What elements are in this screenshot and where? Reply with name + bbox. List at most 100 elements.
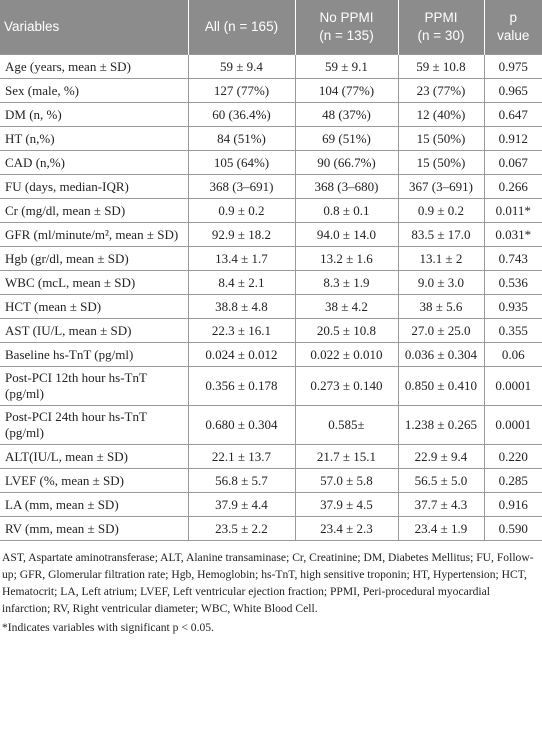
table-cell: 8.4 ± 2.1 bbox=[187, 270, 296, 295]
table-cell: 90 (66.7%) bbox=[294, 150, 399, 175]
table-cell: 104 (77%) bbox=[294, 78, 399, 103]
table-cell: 1.238 ± 0.265 bbox=[397, 405, 485, 445]
table-cell: 0.965 bbox=[483, 78, 542, 103]
table-row: AST (IU/L, mean ± SD) 22.3 ± 16.1 20.5 ± 1… bbox=[0, 318, 542, 343]
table-cell: 0.9 ± 0.2 bbox=[187, 198, 296, 223]
table-body: Age (years, mean ± SD) 59 ± 9.4 59 ± 9.1 59… bbox=[0, 54, 542, 541]
row-label: Sex (male, %) bbox=[0, 78, 189, 103]
table-cell: 92.9 ± 18.2 bbox=[187, 222, 296, 247]
table-row: DM (n, %) 60 (36.4%) 48 (37%) 12 (40%) 0.647 bbox=[0, 102, 542, 127]
table-cell: 27.0 ± 25.0 bbox=[397, 318, 485, 343]
table-cell: 0.680 ± 0.304 bbox=[187, 405, 296, 445]
table-cell: 22.9 ± 9.4 bbox=[397, 444, 485, 469]
table-cell: 59 ± 10.8 bbox=[397, 54, 485, 79]
table-cell: 94.0 ± 14.0 bbox=[294, 222, 399, 247]
table-cell: 38 ± 5.6 bbox=[397, 294, 485, 319]
table-cell: 0.022 ± 0.010 bbox=[294, 342, 399, 367]
footnote: AST, Aspartate aminotransferase; ALT, Al… bbox=[2, 551, 534, 615]
row-label: Hgb (gr/dl, mean ± SD) bbox=[0, 246, 189, 271]
header-cell: p value bbox=[483, 0, 542, 55]
header-text: value bbox=[497, 28, 530, 43]
row-label: LVEF (%, mean ± SD) bbox=[0, 468, 189, 493]
table-row: Age (years, mean ± SD) 59 ± 9.4 59 ± 9.1 59… bbox=[0, 54, 542, 79]
table-cell: 13.2 ± 1.6 bbox=[294, 246, 399, 271]
table-cell: 0.536 bbox=[483, 270, 542, 295]
table-row: RV (mm, mean ± SD) 23.5 ± 2.2 23.4 ± 2.3 23… bbox=[0, 516, 542, 541]
table-row: GFR (ml/minute/m², mean ± SD) 92.9 ± 18.2… bbox=[0, 222, 542, 247]
header-cell: No PPMI (n = 135) bbox=[294, 0, 398, 55]
row-label: Post-PCI 12th hour hs-TnT (pg/ml) bbox=[0, 366, 189, 406]
header-cell: Variables bbox=[0, 0, 188, 55]
table-cell: 0.011* bbox=[483, 198, 542, 223]
table-cell: 0.850 ± 0.410 bbox=[397, 366, 485, 406]
table-cell: 60 (36.4%) bbox=[187, 102, 296, 127]
table-row: HCT (mean ± SD) 38.8 ± 4.8 38 ± 4.2 38 ± 5.… bbox=[0, 294, 542, 319]
table-cell: 59 ± 9.1 bbox=[294, 54, 399, 79]
table-cell: 0.036 ± 0.304 bbox=[397, 342, 485, 367]
footnote: *Indicates variables with significant p … bbox=[2, 621, 214, 634]
row-label: Age (years, mean ± SD) bbox=[0, 54, 189, 79]
row-label: HT (n,%) bbox=[0, 126, 189, 151]
table-cell: 21.7 ± 15.1 bbox=[294, 444, 399, 469]
header-text: All (n = 165) bbox=[204, 19, 279, 34]
row-label: ALT(IU/L, mean ± SD) bbox=[0, 444, 189, 469]
table-row: Baseline hs-TnT (pg/ml) 0.024 ± 0.012 0.02… bbox=[0, 342, 542, 367]
table-cell: 368 (3–680) bbox=[294, 174, 399, 199]
footnotes: AST, Aspartate aminotransferase; ALT, Al… bbox=[0, 541, 542, 636]
table-cell: 48 (37%) bbox=[294, 102, 399, 127]
table-cell: 8.3 ± 1.9 bbox=[294, 270, 399, 295]
row-label: Baseline hs-TnT (pg/ml) bbox=[0, 342, 189, 367]
table-cell: 0.06 bbox=[483, 342, 542, 367]
table-cell: 83.5 ± 17.0 bbox=[397, 222, 485, 247]
table-cell: 0.266 bbox=[483, 174, 542, 199]
table-cell: 368 (3–691) bbox=[187, 174, 296, 199]
row-label: RV (mm, mean ± SD) bbox=[0, 516, 189, 541]
table-row: LVEF (%, mean ± SD) 56.8 ± 5.7 57.0 ± 5.8 5… bbox=[0, 468, 542, 493]
table-cell: 84 (51%) bbox=[187, 126, 296, 151]
table-cell: 37.9 ± 4.5 bbox=[294, 492, 399, 517]
table-cell: 38 ± 4.2 bbox=[294, 294, 399, 319]
table-cell: 0.8 ± 0.1 bbox=[294, 198, 399, 223]
table-cell: 37.7 ± 4.3 bbox=[397, 492, 485, 517]
table-cell: 367 (3–691) bbox=[397, 174, 485, 199]
row-label: Cr (mg/dl, mean ± SD) bbox=[0, 198, 189, 223]
table-cell: 0.9 ± 0.2 bbox=[397, 198, 485, 223]
table-cell: 13.4 ± 1.7 bbox=[187, 246, 296, 271]
table-row: LA (mm, mean ± SD) 37.9 ± 4.4 37.9 ± 4.5 37… bbox=[0, 492, 542, 517]
table-row: Post-PCI 24th hour hs-TnT (pg/ml) 0.680 ±… bbox=[0, 405, 542, 445]
header-cell: PPMI (n = 30) bbox=[397, 0, 484, 55]
table-cell: 9.0 ± 3.0 bbox=[397, 270, 485, 295]
header-text: PPMI bbox=[424, 10, 458, 25]
table-row: CAD (n,%) 105 (64%) 90 (66.7%) 15 (50%) 0.06… bbox=[0, 150, 542, 175]
table-cell: 127 (77%) bbox=[187, 78, 296, 103]
table-cell: 23.5 ± 2.2 bbox=[187, 516, 296, 541]
table-cell: 0.355 bbox=[483, 318, 542, 343]
table-row: FU (days, median-IQR) 368 (3–691) 368 (3–6… bbox=[0, 174, 542, 199]
table-cell: 0.0001 bbox=[483, 405, 542, 445]
table-row: Sex (male, %) 127 (77%) 104 (77%) 23 (77%) 0… bbox=[0, 78, 542, 103]
table-cell: 23.4 ± 1.9 bbox=[397, 516, 485, 541]
table-cell: 0.647 bbox=[483, 102, 542, 127]
table-row: Cr (mg/dl, mean ± SD) 0.9 ± 0.2 0.8 ± 0.1 0… bbox=[0, 198, 542, 223]
table-cell: 15 (50%) bbox=[397, 150, 485, 175]
table-cell: 0.031* bbox=[483, 222, 542, 247]
header-row: Variables All (n = 165) No PPMI (n = 135) PP… bbox=[0, 0, 542, 55]
table-cell: 0.590 bbox=[483, 516, 542, 541]
header-text: (n = 135) bbox=[319, 28, 374, 43]
table-row: HT (n,%) 84 (51%) 69 (51%) 15 (50%) 0.912 bbox=[0, 126, 542, 151]
table-cell: 0.912 bbox=[483, 126, 542, 151]
table-cell: 38.8 ± 4.8 bbox=[187, 294, 296, 319]
table-cell: 56.8 ± 5.7 bbox=[187, 468, 296, 493]
table-cell: 59 ± 9.4 bbox=[187, 54, 296, 79]
table-cell: 0.975 bbox=[483, 54, 542, 79]
row-label: Post-PCI 24th hour hs-TnT (pg/ml) bbox=[0, 405, 189, 445]
row-label: GFR (ml/minute/m², mean ± SD) bbox=[0, 222, 189, 247]
table-cell: 0.935 bbox=[483, 294, 542, 319]
table-cell: 37.9 ± 4.4 bbox=[187, 492, 296, 517]
table-cell: 0.743 bbox=[483, 246, 542, 271]
row-label: LA (mm, mean ± SD) bbox=[0, 492, 189, 517]
table-cell: 22.3 ± 16.1 bbox=[187, 318, 296, 343]
table-cell: 22.1 ± 13.7 bbox=[187, 444, 296, 469]
data-table: Variables All (n = 165) No PPMI (n = 135) PP… bbox=[0, 0, 542, 541]
row-label: WBC (mcL, mean ± SD) bbox=[0, 270, 189, 295]
